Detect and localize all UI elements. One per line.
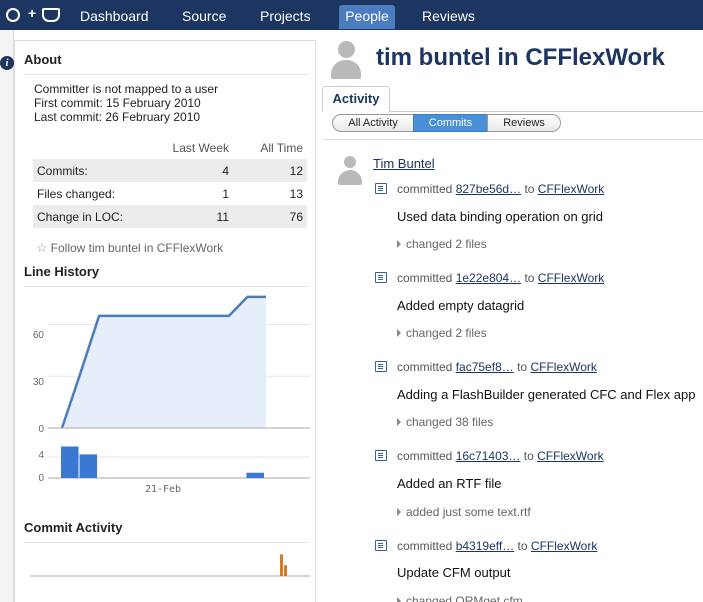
commit-header: committed 827be56d… to CFFlexWork	[397, 182, 605, 196]
commit-files-toggle[interactable]: changed ORMget.cfm	[397, 594, 523, 602]
nav-dashboard[interactable]: Dashboard	[80, 8, 149, 24]
line-history-area	[62, 296, 266, 428]
expand-triangle-icon	[397, 508, 401, 516]
last-commit: Last commit: 26 February 2010	[34, 110, 201, 124]
commit-header: committed b4319eff… to CFFlexWork	[397, 539, 598, 553]
commit-hash-link[interactable]: 827be56d…	[455, 182, 522, 196]
first-commit: First commit: 15 February 2010	[34, 96, 201, 110]
repo-link[interactable]: CFFlexWork	[537, 271, 605, 285]
stats-table: Last Week All Time Commits: 4 12 Files c…	[33, 136, 307, 228]
commit-message: Adding a FlashBuilder generated CFC and …	[397, 387, 696, 402]
commit-header: committed fac75ef8… to CFFlexWork	[397, 360, 597, 374]
plus-icon: +	[28, 5, 37, 21]
x-tick-label: 21-Feb	[145, 484, 181, 495]
divider	[24, 542, 308, 543]
stats-header-row: Last Week All Time	[33, 136, 307, 159]
commit-message: Added an RTF file	[397, 476, 502, 491]
star-icon: ☆	[36, 240, 48, 255]
divider	[322, 139, 703, 140]
commit-files-toggle[interactable]: changed 38 files	[397, 415, 493, 429]
stats-row-commits: Commits: 4 12	[33, 159, 307, 182]
commit-message: Update CFM output	[397, 565, 511, 580]
stats-row-loc: Change in LOC: 11 76	[33, 205, 307, 228]
nav-people[interactable]: People	[339, 5, 395, 29]
page-title: tim buntel in CFFlexWork	[376, 44, 665, 71]
tab-bar-line	[322, 111, 703, 112]
info-icon[interactable]: i	[0, 56, 14, 70]
commit-message: Added empty datagrid	[397, 298, 525, 313]
commit-icon	[375, 272, 387, 283]
commit-header: committed 16c71403… to CFFlexWork	[397, 449, 604, 463]
expand-triangle-icon	[397, 597, 401, 602]
y-tick-label: 30	[33, 377, 45, 388]
filter-all-activity[interactable]: All Activity	[332, 114, 414, 132]
col-all-time: All Time	[260, 140, 303, 155]
tab-activity[interactable]: Activity	[322, 86, 390, 112]
commit-icon	[375, 540, 387, 551]
commit-files-toggle[interactable]: added just some text.rtf	[397, 505, 531, 519]
nav-projects[interactable]: Projects	[260, 8, 311, 24]
bar-y-tick-label: 4	[38, 450, 44, 461]
app-logo[interactable]: +	[6, 5, 66, 24]
commit-count-bar	[246, 472, 264, 478]
follow-link[interactable]: ☆ Follow tim buntel in CFFlexWork	[36, 240, 223, 256]
follow-label: Follow tim buntel in CFFlexWork	[50, 241, 224, 255]
mapping-status: Committer is not mapped to a user	[34, 82, 219, 96]
activity-bar	[284, 565, 287, 576]
line-history-chart: 60 30 0 4 0 21-Feb	[33, 295, 310, 495]
activity-bar	[280, 554, 283, 576]
repo-link[interactable]: CFFlexWork	[530, 360, 597, 374]
author-link[interactable]: Tim Buntel	[373, 156, 435, 171]
commit-files-toggle[interactable]: changed 2 files	[397, 326, 487, 340]
line-history-title: Line History	[24, 264, 100, 279]
repo-link[interactable]: CFFlexWork	[530, 539, 598, 553]
repo-link[interactable]: CFFlexWork	[537, 449, 604, 463]
commit-header: committed 1e22e804… to CFFlexWork	[397, 271, 605, 285]
commit-activity-chart	[30, 554, 310, 577]
nav-source[interactable]: Source	[182, 8, 227, 24]
commit-activity-title: Commit Activity	[24, 520, 123, 535]
y-tick-label: 0	[38, 424, 44, 435]
commit-files-toggle[interactable]: changed 2 files	[397, 237, 487, 251]
stats-row-files: Files changed: 1 13	[37, 186, 303, 201]
about-title: About	[24, 52, 62, 67]
divider	[24, 74, 308, 75]
filter-commits[interactable]: Commits	[413, 114, 488, 132]
commit-hash-link[interactable]: b4319eff…	[455, 539, 515, 553]
commit-hash-link[interactable]: 1e22e804…	[455, 271, 522, 285]
y-tick-label: 60	[33, 330, 45, 341]
filter-reviews[interactable]: Reviews	[487, 114, 561, 132]
commit-hash-link[interactable]: 16c71403…	[455, 449, 521, 463]
line-history-series	[60, 295, 266, 429]
expand-triangle-icon	[397, 418, 401, 426]
author-avatar	[338, 156, 362, 186]
commit-icon	[375, 183, 387, 194]
sidebar-collapsed-strip[interactable]	[0, 30, 14, 602]
commit-count-bar	[79, 454, 98, 478]
expand-triangle-icon	[397, 329, 401, 337]
divider	[24, 286, 308, 287]
crucible-logo-icon	[42, 8, 60, 22]
fisheye-logo-icon	[6, 8, 20, 22]
top-nav-bar: + Dashboard Source Projects People Revie…	[0, 0, 703, 30]
repo-link[interactable]: CFFlexWork	[537, 182, 605, 196]
avatar	[331, 41, 361, 79]
commit-message: Used data binding operation on grid	[397, 209, 603, 224]
commit-icon	[375, 361, 387, 372]
commit-hash-link[interactable]: fac75ef8…	[455, 360, 514, 374]
commit-icon	[375, 450, 387, 461]
col-last-week: Last Week	[172, 140, 229, 155]
expand-triangle-icon	[397, 240, 401, 248]
commit-count-bar	[61, 446, 79, 478]
bar-y-tick-label: 0	[38, 473, 44, 484]
nav-reviews[interactable]: Reviews	[422, 8, 475, 24]
